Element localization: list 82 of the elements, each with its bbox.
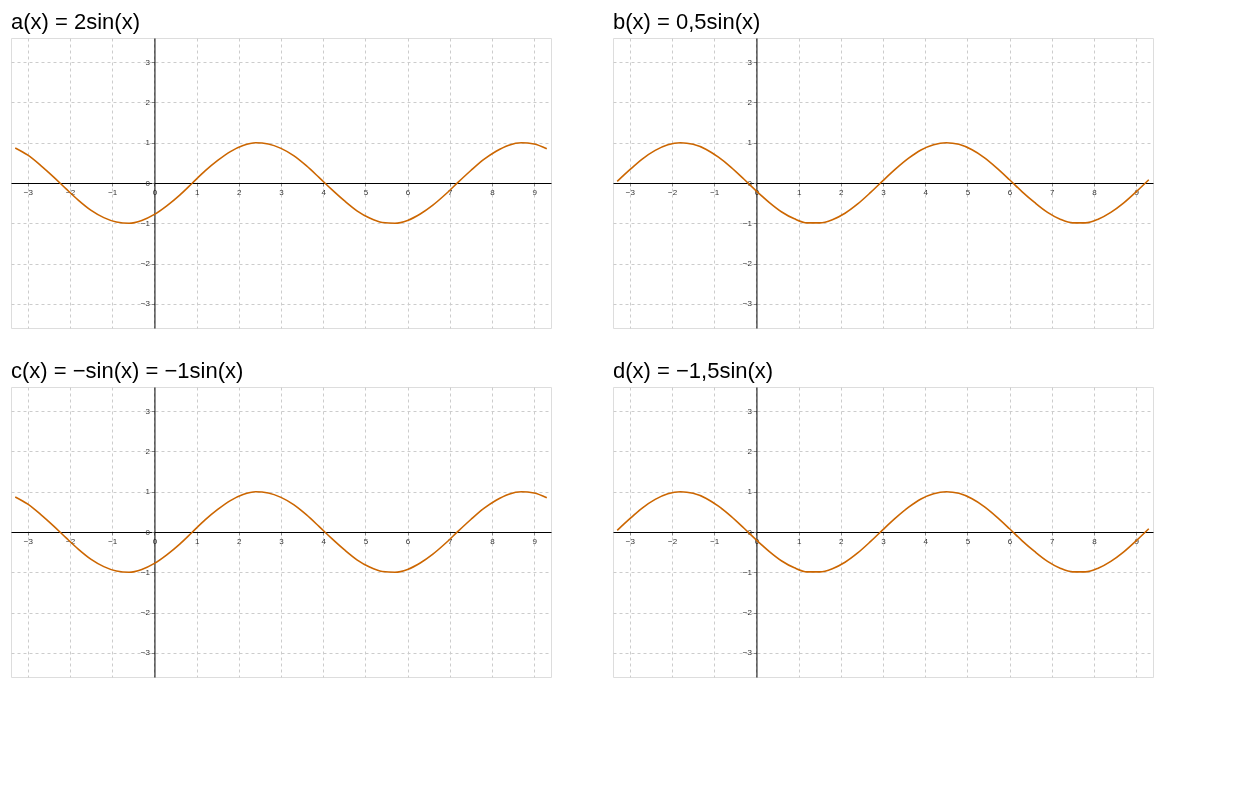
x-tick-label: 9	[532, 536, 538, 546]
x-tick-label: −1	[108, 536, 118, 546]
y-tick-label: −2	[140, 608, 151, 618]
x-tick-label: 0	[754, 536, 760, 546]
x-tick-label: 4	[923, 187, 929, 197]
x-tick-label: 4	[923, 536, 929, 546]
x-tick-label: −2	[668, 536, 678, 546]
x-tick-label: 5	[363, 536, 369, 546]
y-tick-label: −3	[742, 299, 753, 309]
x-tick-label: 1	[796, 187, 802, 197]
x-tick-label: 0	[152, 536, 158, 546]
x-tick-label: 7	[448, 187, 454, 197]
x-tick-label: 8	[490, 536, 496, 546]
y-tick-label: −1	[742, 218, 753, 228]
x-tick-label: 4	[321, 536, 327, 546]
x-tick-label: 7	[448, 536, 454, 546]
x-tick-label: 8	[490, 187, 496, 197]
y-tick-label: 0	[145, 527, 151, 537]
x-tick-label: 6	[405, 536, 411, 546]
x-tick-label: 6	[405, 187, 411, 197]
x-tick-label: 9	[532, 187, 538, 197]
y-tick-label: 3	[145, 406, 151, 416]
x-tick-label: 7	[1050, 536, 1056, 546]
x-tick-label: 0	[152, 187, 158, 197]
x-tick-label: 3	[279, 536, 285, 546]
line-series	[14, 141, 548, 225]
line-series	[616, 141, 1150, 224]
chart-title: b(x) = 0,5sin(x)	[613, 9, 761, 34]
x-tick-label: 0	[754, 187, 760, 197]
x-tick-label: −3	[625, 187, 636, 197]
y-tick-label: 3	[747, 57, 753, 67]
x-tick-label: 8	[1092, 187, 1098, 197]
y-tick-label: 1	[747, 138, 753, 148]
x-tick-label: 3	[881, 536, 887, 546]
y-tick-label: 2	[145, 97, 151, 107]
chart-title: c(x) = −sin(x) = −1sin(x)	[11, 358, 244, 383]
x-tick-label: −1	[108, 187, 118, 197]
x-tick-label: 5	[965, 187, 971, 197]
line-series	[14, 490, 548, 574]
y-tick-label: −3	[140, 648, 151, 658]
x-tick-label: 1	[796, 536, 802, 546]
x-tick-label: −2	[668, 187, 678, 197]
x-tick-label: −1	[710, 187, 720, 197]
y-tick-label: 2	[747, 446, 753, 456]
x-tick-label: 2	[839, 187, 845, 197]
y-tick-label: 3	[747, 406, 753, 416]
x-tick-label: 7	[1050, 187, 1056, 197]
chart-title: a(x) = 2sin(x)	[11, 9, 140, 34]
y-tick-label: 1	[145, 138, 151, 148]
y-tick-label: 1	[145, 487, 151, 497]
y-tick-label: −2	[742, 259, 753, 269]
line-series	[616, 490, 1150, 573]
y-tick-label: 3	[145, 57, 151, 67]
x-tick-label: 8	[1092, 536, 1098, 546]
y-tick-label: −3	[742, 648, 753, 658]
x-tick-label: 2	[237, 187, 243, 197]
x-tick-label: 1	[194, 187, 200, 197]
y-tick-label: −2	[140, 259, 151, 269]
x-tick-label: −1	[710, 536, 720, 546]
y-tick-label: −2	[742, 608, 753, 618]
y-tick-label: 2	[747, 97, 753, 107]
x-tick-label: 1	[194, 536, 200, 546]
x-tick-label: 5	[965, 536, 971, 546]
x-tick-label: 5	[363, 187, 369, 197]
y-tick-label: −1	[742, 567, 753, 577]
y-tick-label: −3	[140, 299, 151, 309]
x-tick-label: 4	[321, 187, 327, 197]
x-tick-label: 3	[279, 187, 285, 197]
y-tick-label: 2	[145, 446, 151, 456]
x-tick-label: 2	[237, 536, 243, 546]
x-tick-label: 6	[1007, 187, 1013, 197]
y-tick-label: 0	[145, 178, 151, 188]
x-tick-label: −3	[625, 536, 636, 546]
chart-title: d(x) = −1,5sin(x)	[613, 358, 774, 383]
x-tick-label: 6	[1007, 536, 1013, 546]
x-tick-label: 2	[839, 536, 845, 546]
x-tick-label: −3	[23, 187, 34, 197]
x-tick-label: −3	[23, 536, 34, 546]
y-tick-label: −1	[140, 567, 151, 577]
y-tick-label: −1	[140, 218, 151, 228]
y-tick-label: 1	[747, 487, 753, 497]
x-tick-label: 3	[881, 187, 887, 197]
